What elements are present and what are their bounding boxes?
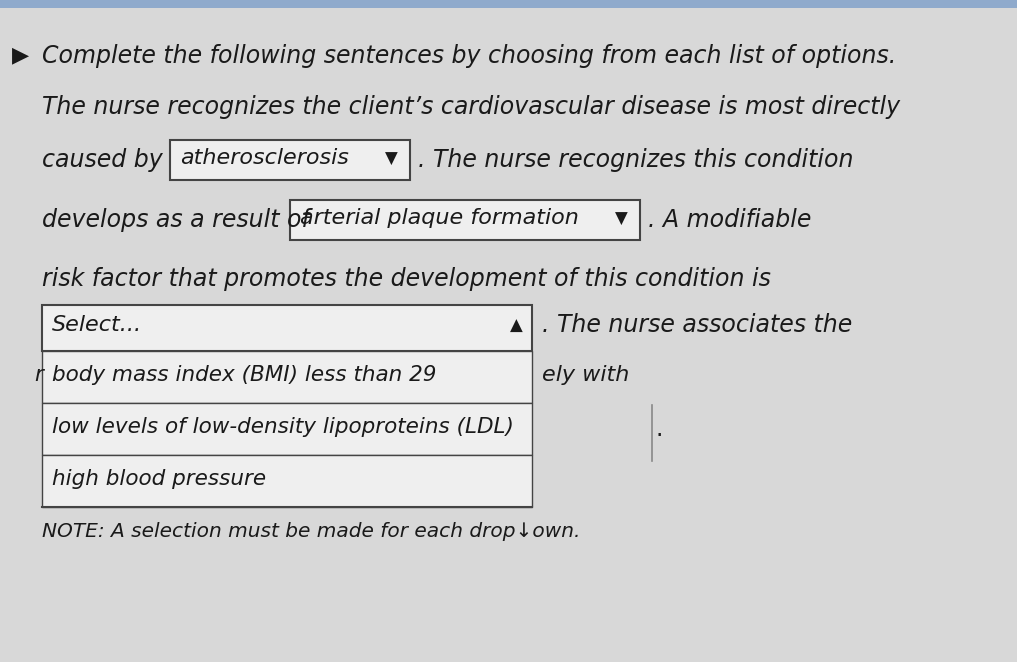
Text: high blood pressure: high blood pressure	[52, 469, 266, 489]
Text: ▶: ▶	[12, 45, 29, 65]
Text: atherosclerosis: atherosclerosis	[180, 148, 349, 168]
Text: The nurse recognizes the client’s cardiovascular disease is most directly: The nurse recognizes the client’s cardio…	[42, 95, 900, 119]
Text: ▼: ▼	[385, 150, 398, 168]
Text: arterial plaque formation: arterial plaque formation	[300, 208, 579, 228]
Text: .: .	[656, 417, 663, 441]
Text: NOTE: A selection must be made for each drop↓own.: NOTE: A selection must be made for each …	[42, 522, 581, 541]
Bar	[290, 200, 640, 240]
Bar	[42, 305, 532, 351]
Bar	[42, 351, 532, 403]
Text: . The nurse recognizes this condition: . The nurse recognizes this condition	[418, 148, 853, 172]
Text: ▲: ▲	[510, 317, 523, 335]
Bar	[170, 140, 410, 180]
Text: risk factor that promotes the development of this condition is: risk factor that promotes the developmen…	[42, 267, 771, 291]
Text: develops as a result of: develops as a result of	[42, 208, 310, 232]
Text: Select...: Select...	[52, 315, 142, 335]
Text: r: r	[34, 365, 43, 385]
Text: ely with: ely with	[542, 365, 630, 385]
Bar	[0, 0, 1017, 8]
Text: Complete the following sentences by choosing from each list of options.: Complete the following sentences by choo…	[42, 44, 896, 68]
Text: ▼: ▼	[615, 210, 627, 228]
Text: . The nurse associates the: . The nurse associates the	[542, 313, 852, 337]
Text: body mass index (BMI) less than 29: body mass index (BMI) less than 29	[52, 365, 436, 385]
Bar	[42, 403, 532, 455]
Text: low levels of low-density lipoproteins (LDL): low levels of low-density lipoproteins (…	[52, 417, 514, 437]
Text: caused by: caused by	[42, 148, 163, 172]
Text: . A modifiable: . A modifiable	[648, 208, 812, 232]
Bar	[42, 455, 532, 507]
